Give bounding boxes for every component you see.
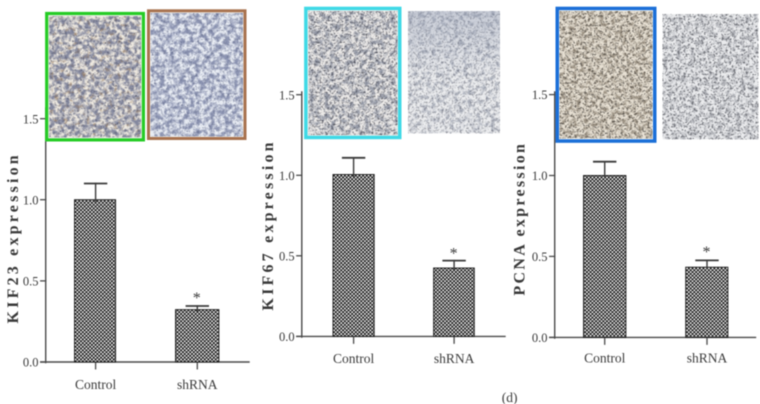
- svg-text:0.5: 0.5: [532, 250, 548, 264]
- svg-text:KIF23 expression: KIF23 expression: [5, 152, 22, 323]
- svg-text:shRNA: shRNA: [687, 351, 728, 366]
- svg-text:1.5: 1.5: [532, 88, 548, 102]
- svg-text:Control: Control: [333, 351, 375, 366]
- svg-text:1.5: 1.5: [23, 112, 39, 126]
- svg-text:0.0: 0.0: [279, 330, 295, 344]
- svg-text:*: *: [450, 246, 458, 263]
- svg-text:Control: Control: [584, 351, 626, 366]
- svg-text:0.5: 0.5: [279, 249, 295, 263]
- svg-text:0.5: 0.5: [23, 275, 39, 289]
- svg-text:1.0: 1.0: [279, 169, 295, 183]
- svg-text:1.0: 1.0: [532, 169, 548, 183]
- svg-text:KIF67 expression: KIF67 expression: [260, 139, 277, 310]
- svg-text:(d): (d): [502, 390, 518, 404]
- svg-text:Control: Control: [75, 377, 117, 392]
- svg-text:*: *: [703, 244, 711, 261]
- svg-text:shRNA: shRNA: [177, 377, 218, 392]
- svg-text:PCNA expression: PCNA expression: [511, 142, 528, 296]
- svg-text:1.5: 1.5: [279, 88, 295, 102]
- svg-text:shRNA: shRNA: [434, 351, 475, 366]
- svg-text:0.0: 0.0: [532, 331, 548, 345]
- svg-text:1.0: 1.0: [23, 193, 39, 207]
- svg-text:0.0: 0.0: [23, 356, 39, 370]
- svg-text:*: *: [193, 290, 201, 307]
